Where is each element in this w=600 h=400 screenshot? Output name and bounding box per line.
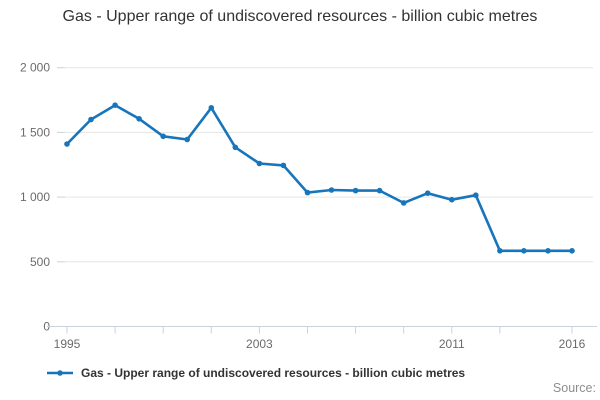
- data-point[interactable]: [449, 196, 455, 203]
- data-point[interactable]: [112, 102, 118, 108]
- legend-line-marker-icon: [47, 370, 73, 376]
- x-axis-tick-label: 2003: [246, 337, 273, 351]
- y-axis-tick-label: 1 500: [20, 125, 50, 139]
- legend-label: Gas - Upper range of undiscovered resour…: [81, 366, 466, 380]
- data-point[interactable]: [64, 141, 70, 147]
- y-axis-tick-label: 1 000: [20, 190, 50, 204]
- data-point[interactable]: [400, 200, 407, 206]
- source-label: Source:: [552, 381, 596, 395]
- data-point[interactable]: [208, 105, 215, 111]
- data-point[interactable]: [328, 187, 335, 193]
- data-point[interactable]: [280, 162, 287, 169]
- data-point[interactable]: [473, 192, 479, 198]
- data-point[interactable]: [232, 144, 239, 151]
- x-axis-tick-label: 2011: [439, 337, 465, 351]
- legend-item[interactable]: Gas - Upper range of undiscovered resour…: [47, 366, 465, 380]
- x-axis-tick-label: 2016: [559, 337, 586, 351]
- data-point[interactable]: [424, 190, 431, 196]
- data-point[interactable]: [88, 116, 94, 123]
- data-point[interactable]: [352, 187, 359, 194]
- data-point[interactable]: [160, 133, 166, 140]
- data-point[interactable]: [569, 248, 575, 254]
- chart-title-text: Gas - Upper range of undiscovered resour…: [62, 8, 538, 25]
- data-point[interactable]: [184, 136, 190, 143]
- series-line: [65, 103, 574, 253]
- x-axis-tick-label: 1995: [54, 337, 81, 351]
- data-point[interactable]: [136, 116, 142, 122]
- chart-title: Gas - Upper range of undiscovered resour…: [40, 6, 560, 27]
- y-axis-tick-label: 500: [30, 255, 50, 269]
- data-point[interactable]: [521, 248, 527, 254]
- y-axis-tick-label: 2 000: [20, 61, 50, 75]
- data-point[interactable]: [256, 160, 263, 167]
- data-point[interactable]: [497, 248, 503, 254]
- data-point[interactable]: [545, 248, 551, 254]
- y-axis-tick-label: 0: [43, 320, 50, 334]
- data-point[interactable]: [304, 189, 311, 196]
- data-point[interactable]: [376, 187, 383, 194]
